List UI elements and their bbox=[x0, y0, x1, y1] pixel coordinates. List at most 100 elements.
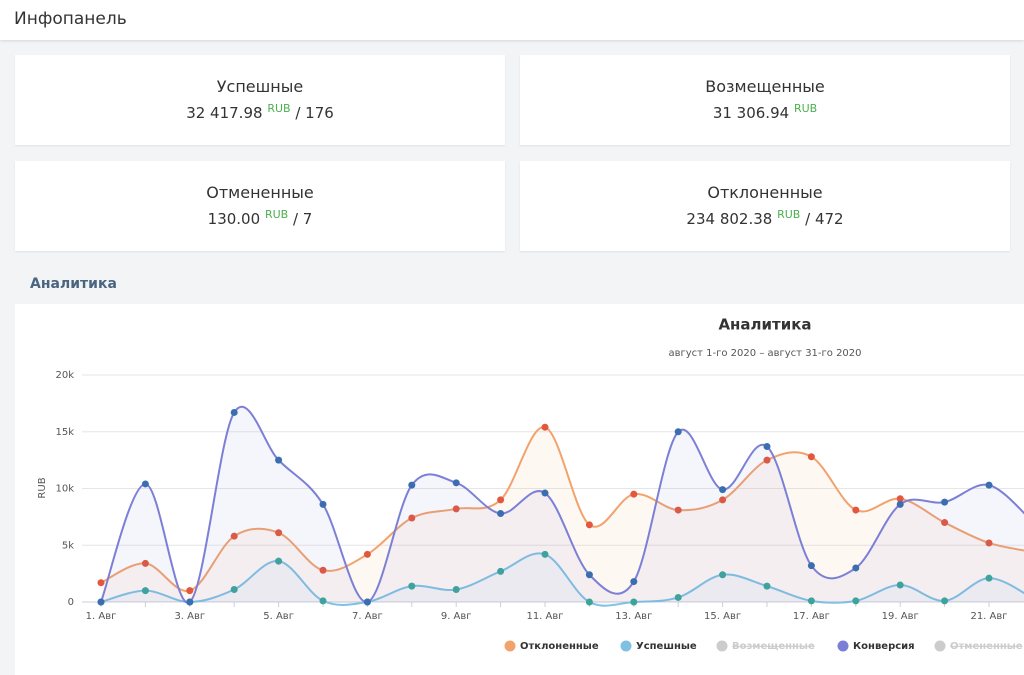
x-tick-label: 13. Авг bbox=[615, 611, 652, 622]
series-line bbox=[100, 426, 1024, 592]
point bbox=[941, 519, 949, 527]
x-tick-label: 17. Авг bbox=[793, 611, 830, 622]
legend-swatch bbox=[934, 640, 946, 652]
point bbox=[497, 509, 505, 517]
stat-card: Возмещенные 31 306.94 RUB bbox=[520, 55, 1010, 145]
point bbox=[674, 593, 682, 601]
y-tick-label: 20k bbox=[55, 370, 74, 381]
point bbox=[630, 598, 638, 606]
point bbox=[275, 529, 283, 537]
series-line bbox=[100, 552, 1024, 607]
point bbox=[497, 567, 505, 575]
chart-title: Аналитика bbox=[718, 316, 811, 334]
point bbox=[408, 514, 416, 522]
point bbox=[452, 479, 460, 487]
point bbox=[585, 521, 593, 529]
amount: 32 417.98 bbox=[186, 104, 263, 122]
x-tick-label: 7. Авг bbox=[352, 611, 383, 622]
point bbox=[763, 582, 771, 590]
point bbox=[585, 598, 593, 606]
header: Инфопанель bbox=[0, 0, 1024, 40]
card-title: Возмещенные bbox=[705, 77, 825, 96]
point bbox=[630, 490, 638, 498]
x-tick-label: 5. Авг bbox=[263, 611, 294, 622]
count: / 472 bbox=[805, 210, 844, 228]
x-tick-label: 21. Авг bbox=[970, 611, 1007, 622]
point bbox=[186, 598, 194, 606]
point bbox=[541, 423, 549, 431]
card-value: 130.00 RUB / 7 bbox=[15, 208, 505, 228]
point bbox=[763, 443, 771, 451]
card-value: 31 306.94 RUB bbox=[520, 102, 1010, 122]
point bbox=[630, 578, 638, 586]
legend-label: Конверсия bbox=[853, 641, 915, 652]
legend-label: Возмещенные bbox=[732, 641, 815, 652]
point bbox=[363, 598, 371, 606]
point bbox=[674, 506, 682, 514]
card-title: Отклоненные bbox=[707, 183, 823, 202]
stat-card: Отмененные 130.00 RUB / 7 bbox=[15, 161, 505, 251]
y-tick-label: 15k bbox=[55, 427, 74, 438]
x-tick-label: 15. Авг bbox=[704, 611, 741, 622]
amount: 31 306.94 bbox=[712, 104, 790, 122]
point bbox=[941, 498, 949, 506]
amount: 130.00 bbox=[207, 210, 261, 228]
x-tick-label: 3. Авг bbox=[174, 611, 205, 622]
point bbox=[275, 456, 283, 464]
amount: 234 802.38 bbox=[686, 210, 773, 228]
point bbox=[141, 559, 149, 567]
section-title: Аналитика bbox=[30, 276, 117, 292]
point bbox=[896, 581, 904, 589]
currency: RUB bbox=[777, 208, 801, 221]
currency: RUB bbox=[264, 208, 289, 221]
y-axis-label: RUB bbox=[37, 477, 48, 498]
x-tick-label: 19. Авг bbox=[882, 611, 919, 622]
point bbox=[141, 587, 149, 595]
legend-swatch bbox=[837, 640, 849, 652]
currency: RUB bbox=[267, 102, 291, 115]
point bbox=[275, 557, 283, 565]
chart-panel bbox=[15, 304, 1024, 675]
point bbox=[985, 574, 993, 582]
point bbox=[852, 597, 860, 605]
chart-subtitle: август 1-го 2020 – август 31-го 2020 bbox=[668, 348, 861, 359]
point bbox=[541, 550, 549, 558]
point bbox=[985, 539, 993, 547]
legend-swatch bbox=[504, 640, 516, 652]
point bbox=[408, 481, 416, 489]
point bbox=[896, 500, 904, 508]
point bbox=[941, 597, 949, 605]
point bbox=[363, 550, 371, 558]
point bbox=[141, 480, 149, 488]
point bbox=[719, 571, 727, 579]
stat-card: Отклоненные 234 802.38 RUB / 472 bbox=[520, 161, 1010, 251]
card-value: 32 417.98 RUB / 176 bbox=[15, 102, 505, 122]
series-area bbox=[101, 427, 1024, 602]
point bbox=[97, 579, 105, 587]
page-title: Инфопанель bbox=[14, 9, 127, 29]
card-value: 234 802.38 RUB / 472 bbox=[520, 208, 1010, 228]
point bbox=[585, 571, 593, 579]
point bbox=[719, 496, 727, 504]
point bbox=[896, 495, 904, 503]
point bbox=[807, 597, 815, 605]
series-area bbox=[101, 553, 1024, 606]
point bbox=[97, 598, 105, 606]
y-tick-label: 5k bbox=[62, 540, 74, 551]
point bbox=[452, 505, 460, 513]
stat-card: Успешные 32 417.98 RUB / 176 bbox=[15, 55, 505, 145]
count: / 7 bbox=[292, 210, 313, 228]
card-title: Успешные bbox=[216, 77, 304, 96]
legend-swatch bbox=[620, 640, 632, 652]
point bbox=[319, 597, 327, 605]
point bbox=[763, 456, 771, 464]
point bbox=[852, 564, 860, 572]
legend-label: Отмененные bbox=[950, 641, 1023, 652]
series-area bbox=[101, 406, 1024, 603]
point bbox=[807, 562, 815, 570]
point bbox=[230, 586, 238, 594]
point bbox=[541, 489, 549, 497]
currency: RUB bbox=[793, 102, 818, 115]
